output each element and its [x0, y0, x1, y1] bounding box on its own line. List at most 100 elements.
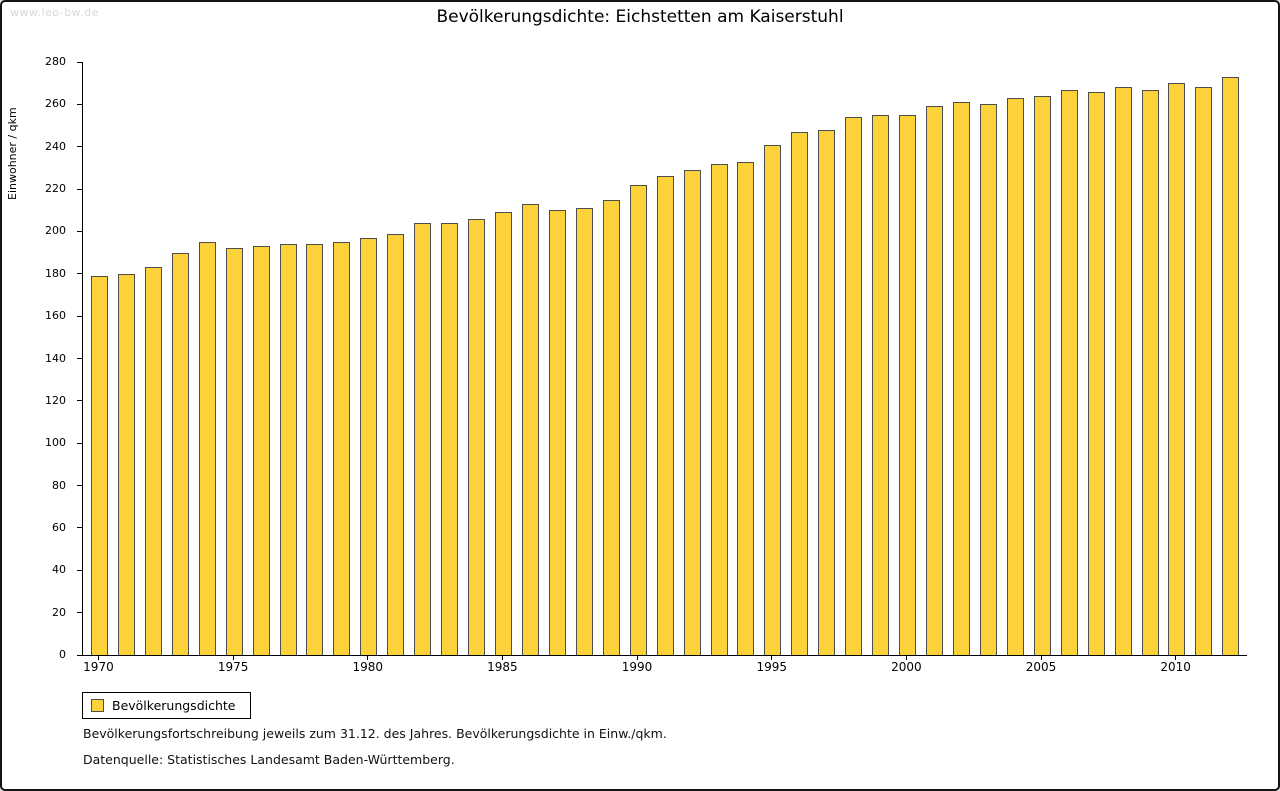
bar-slot [113, 62, 140, 655]
y-tick-label: 180 [45, 266, 66, 280]
y-tick-label: 0 [59, 648, 66, 661]
y-tick-label: 200 [45, 224, 66, 238]
bar-slot [140, 62, 167, 655]
bar-slot [921, 62, 948, 655]
legend-swatch-icon [91, 699, 104, 712]
bar-slot [194, 62, 221, 655]
bar-1983 [441, 222, 459, 655]
x-tick-mark [1040, 656, 1042, 660]
y-tick-mark [77, 442, 82, 444]
bar-slot [652, 62, 679, 655]
bar-2008 [1114, 87, 1132, 655]
bar-slot [221, 62, 248, 655]
y-tick-label: 120 [45, 393, 66, 407]
bar-slot [894, 62, 921, 655]
bar-2002 [952, 102, 970, 655]
bar-2010 [1168, 83, 1186, 655]
y-axis-ticks [77, 61, 82, 656]
y-tick-mark [77, 400, 82, 402]
bar-slot [625, 62, 652, 655]
bar-2004 [1006, 98, 1024, 655]
x-tick-mark [771, 656, 773, 660]
y-tick-mark [77, 485, 82, 487]
bar-1987 [548, 210, 566, 655]
bar-slot [948, 62, 975, 655]
bar-slot [706, 62, 733, 655]
bar-slot [733, 62, 760, 655]
footnote-method: Bevölkerungsfortschreibung jeweils zum 3… [83, 726, 667, 741]
bar-1995 [764, 144, 782, 655]
bar-1993 [710, 163, 728, 655]
bar-slot [1002, 62, 1029, 655]
bar-1979 [333, 242, 351, 655]
y-tick-label: 160 [45, 309, 66, 323]
legend: Bevölkerungsdichte [82, 692, 251, 719]
y-tick-label: 40 [52, 563, 66, 577]
bar-2003 [979, 104, 997, 655]
x-tick-label: 1980 [352, 660, 384, 674]
bar-slot [1110, 62, 1137, 655]
y-tick-mark [77, 188, 82, 190]
y-axis-labels: 0 20 40 60 80 100 120 140 160 180 200 220 240 260 280 [2, 56, 76, 661]
bar-slot [1164, 62, 1191, 655]
bar-1985 [495, 212, 513, 655]
bar-1975 [225, 248, 243, 655]
watermark: www.leo-bw.de [10, 6, 99, 19]
bar-slot [813, 62, 840, 655]
y-tick-mark [77, 146, 82, 148]
x-tick-mark [97, 656, 99, 660]
bar-1997 [818, 129, 836, 655]
bar-slot [544, 62, 571, 655]
bar-slot [786, 62, 813, 655]
bar-1998 [845, 117, 863, 655]
bar-slot [1056, 62, 1083, 655]
bar-1974 [198, 242, 216, 655]
y-tick-mark [77, 527, 82, 529]
y-tick-mark [77, 273, 82, 275]
bar-1996 [791, 131, 809, 655]
bar-slot [248, 62, 275, 655]
x-axis-labels: 1970 1975 1980 1985 1990 1995 2000 2005 2010 [83, 660, 1243, 676]
y-tick-label: 100 [45, 436, 66, 450]
bar-1988 [575, 208, 593, 655]
plot-area [82, 62, 1247, 656]
x-tick-label: 1995 [756, 660, 787, 674]
bar-1989 [602, 199, 620, 655]
bar-slot [328, 62, 355, 655]
bar-1970 [90, 275, 108, 655]
legend-label: Bevölkerungsdichte [112, 698, 236, 713]
x-tick-label: 1990 [621, 660, 653, 674]
bar-slot [436, 62, 463, 655]
bar-slot [86, 62, 113, 655]
chart-title: Bevölkerungsdichte: Eichstetten am Kaise… [436, 7, 844, 27]
x-axis-ticks [85, 656, 1243, 660]
bar-2000 [899, 114, 917, 655]
bar-1991 [656, 176, 674, 655]
bar-1976 [252, 246, 270, 655]
bar-1994 [737, 161, 755, 655]
y-tick-mark [77, 315, 82, 317]
x-tick-label: 2005 [1025, 660, 1057, 674]
bar-1992 [683, 170, 701, 655]
bar-slot [490, 62, 517, 655]
bar-slot [867, 62, 894, 655]
x-tick-mark [232, 656, 234, 660]
y-tick-mark [77, 230, 82, 232]
bar-1977 [279, 244, 297, 655]
bar-1999 [872, 114, 890, 655]
bar-slot [409, 62, 436, 655]
x-tick-label: 2000 [891, 660, 922, 674]
x-tick-label: 1975 [217, 660, 249, 674]
footnote-source: Datenquelle: Statistisches Landesamt Bad… [83, 752, 455, 767]
bar-1986 [521, 203, 539, 655]
bar-slot [1083, 62, 1110, 655]
y-tick-label: 140 [45, 351, 66, 365]
y-tick-label: 220 [45, 182, 66, 196]
y-tick-mark [77, 61, 82, 63]
bar-slot [975, 62, 1002, 655]
y-tick-label: 60 [52, 520, 66, 534]
y-tick-label: 280 [45, 55, 66, 68]
bar-slot [1137, 62, 1164, 655]
bar-slot [571, 62, 598, 655]
